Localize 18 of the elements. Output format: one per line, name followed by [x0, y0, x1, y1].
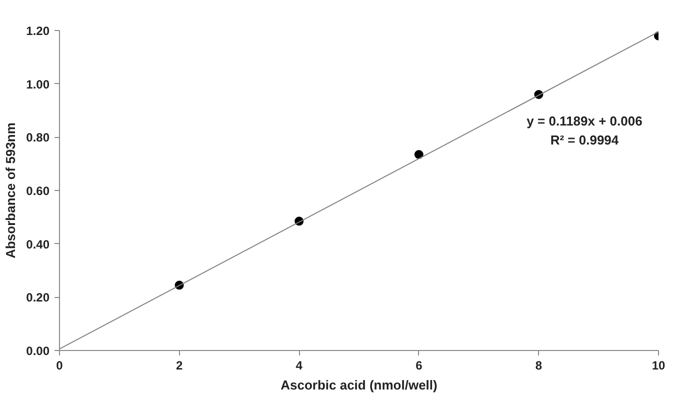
- y-tick-label: 0.80: [26, 130, 50, 145]
- y-tick-label: 1.00: [26, 77, 50, 92]
- y-tick-label: 0.20: [26, 290, 50, 305]
- x-tick-label: 2: [176, 358, 183, 372]
- y-tick-label: 0.40: [26, 237, 50, 252]
- y-tick-label: 0.00: [26, 344, 50, 358]
- x-tick-label: 4: [296, 358, 303, 372]
- x-tick-label: 6: [416, 358, 423, 372]
- x-tick-label: 0: [56, 358, 64, 372]
- annotation: y = 0.1189x + 0.006: [526, 114, 642, 128]
- x-axis-title: Ascorbic acid (nmol/well): [280, 378, 438, 392]
- point: [414, 150, 424, 159]
- annotation: R² = 0.9994: [550, 132, 620, 148]
- y-tick-label: 0.60: [26, 184, 50, 198]
- x-tick-label: 8: [535, 358, 542, 372]
- x-tick-label: 10: [652, 358, 666, 372]
- y-tick-label: 1.20: [26, 24, 50, 38]
- y-axis-title: Absorbance of 593nm: [3, 122, 18, 258]
